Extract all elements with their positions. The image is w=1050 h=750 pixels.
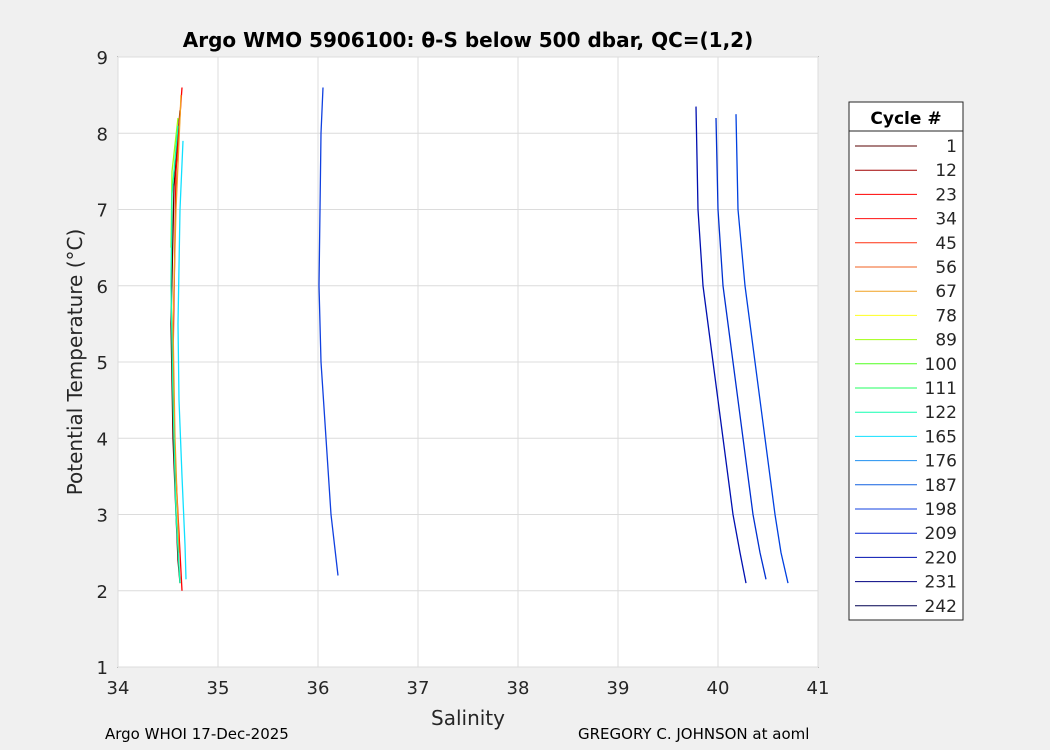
y-tick-label: 7 [97, 201, 108, 222]
legend-entry-label: 187 [925, 476, 957, 496]
x-axis-label: Salinity [431, 706, 505, 730]
y-tick-label: 8 [97, 124, 108, 145]
y-tick-label: 5 [97, 353, 108, 374]
y-tick-label: 9 [97, 48, 108, 69]
legend-entry-label: 122 [925, 403, 957, 423]
legend-entry-label: 56 [935, 258, 957, 278]
x-tick-label: 41 [807, 678, 830, 699]
legend-entry-label: 231 [925, 573, 957, 593]
x-tick-label: 34 [107, 678, 130, 699]
footer-left: Argo WHOI 17-Dec-2025 [105, 725, 289, 743]
series-line-cycle-220 [695, 106, 747, 584]
legend-entry-label: 78 [935, 306, 957, 326]
legend-entry-label: 220 [925, 548, 957, 568]
legend-entry-label: 242 [925, 597, 957, 617]
legend-entry-label: 111 [925, 379, 957, 399]
series-line-cycle-122 [170, 125, 181, 584]
legend-entry-label: 12 [935, 161, 957, 181]
chart-title: Argo WMO 5906100: θ-S below 500 dbar, QC… [183, 28, 753, 52]
series-line-cycle-67 [172, 95, 182, 553]
legend-entry-label: 89 [935, 331, 957, 351]
y-tick-label: 3 [97, 506, 108, 527]
y-tick-label: 6 [97, 277, 108, 298]
legend-entry-label: 100 [925, 355, 957, 375]
y-tick-label: 1 [97, 658, 108, 679]
series-line-cycle-198 [318, 87, 339, 576]
series-line-cycle-242 [735, 114, 789, 584]
legend-entry-label: 67 [935, 282, 957, 302]
x-tick-label: 40 [707, 678, 730, 699]
series-line-cycle-165 [177, 140, 187, 580]
x-tick-label: 36 [307, 678, 330, 699]
y-axis-label: Potential Temperature (°C) [63, 229, 87, 496]
y-tick-label: 4 [97, 429, 108, 450]
legend-entry-label: 198 [925, 500, 957, 520]
y-tick-label: 2 [97, 582, 108, 603]
legend-entry-label: 45 [935, 234, 957, 254]
legend-entry-label: 165 [925, 427, 957, 447]
x-tick-label: 39 [607, 678, 630, 699]
legend-entry-label: 176 [925, 452, 957, 472]
legend-title: Cycle # [870, 109, 941, 129]
x-tick-label: 38 [507, 678, 530, 699]
series-line-cycle-231 [715, 117, 767, 580]
legend-entry-label: 23 [935, 185, 957, 205]
x-tick-label: 35 [207, 678, 230, 699]
legend-entry-label: 34 [935, 210, 957, 230]
footer-right: GREGORY C. JOHNSON at aoml [578, 725, 810, 743]
legend-entry-label: 1 [946, 137, 957, 157]
legend-entry-label: 209 [925, 524, 957, 544]
legend: Cycle # 1 12 23 34 45 56 67 78 89 100 111 122 165 176… [848, 101, 964, 621]
x-tick-label: 37 [407, 678, 430, 699]
series-line-cycle-1 [170, 110, 181, 584]
